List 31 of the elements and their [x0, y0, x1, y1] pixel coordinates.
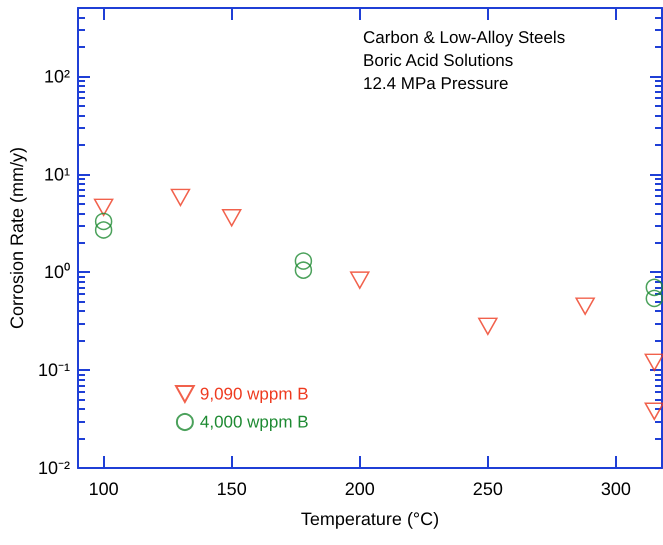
point — [170, 188, 190, 206]
point — [644, 402, 663, 420]
x-axis-title: Temperature (°C) — [300, 509, 440, 529]
y-tick-label: 10⁻² — [38, 458, 70, 478]
y-axis-title: Corrosion Rate (mm/y) — [7, 146, 27, 330]
point — [646, 278, 663, 296]
x-tick-label: 100 — [88, 479, 119, 499]
x-tick-label: 300 — [600, 479, 631, 499]
point — [478, 318, 498, 336]
x-tick-label: 250 — [472, 479, 503, 499]
point — [222, 209, 242, 227]
y-tick-label: 10² — [44, 66, 70, 86]
point — [294, 252, 312, 270]
y-tick-label: 10⁻¹ — [38, 360, 70, 380]
x-tick-label: 200 — [344, 479, 375, 499]
x-tick-label: 150 — [216, 479, 247, 499]
point — [94, 212, 112, 230]
y-tick-label: 10¹ — [44, 164, 70, 184]
annotation: Carbon & Low-Alloy Steels — [363, 28, 566, 47]
point — [350, 271, 370, 289]
point — [294, 261, 312, 279]
annotation: Boric Acid Solutions — [363, 51, 514, 70]
y-tick-label: 10⁰ — [44, 262, 70, 282]
point — [94, 221, 112, 239]
point — [644, 354, 663, 372]
point — [575, 297, 595, 315]
legend-label: 9,090 wppm B — [200, 384, 309, 404]
legend-label: 4,000 wppm B — [200, 412, 309, 432]
point — [646, 290, 663, 308]
point — [94, 198, 114, 216]
annotation: 12.4 MPa Pressure — [363, 74, 509, 93]
